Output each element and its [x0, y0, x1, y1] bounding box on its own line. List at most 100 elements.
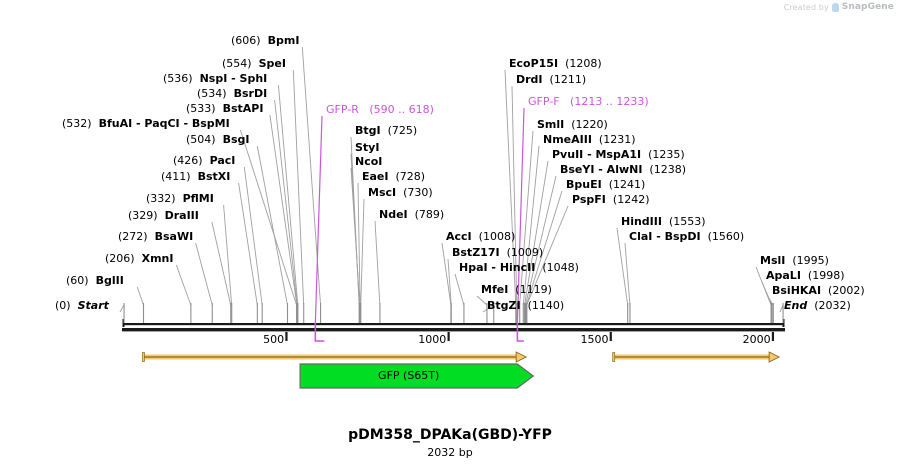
primer-label-gfp-r[interactable]: GFP-R (590 .. 618): [326, 104, 434, 115]
site-position: (1995): [792, 254, 829, 267]
restriction-site-label-msli[interactable]: MslI (1995): [760, 255, 829, 266]
site-position: (1235): [648, 148, 685, 161]
ruler-tick-label: 1500: [580, 333, 609, 346]
site-position: (1231): [598, 133, 636, 146]
restriction-site-label-ecop15i[interactable]: EcoP15I (1208): [509, 58, 602, 69]
site-position: (554): [222, 57, 252, 70]
site-tick-bsihkai: [772, 303, 774, 323]
restriction-site-label-spei[interactable]: (554) SpeI: [222, 58, 286, 69]
restriction-site-label-styi[interactable]: StyI: [355, 142, 379, 153]
restriction-site-label-hpai[interactable]: HpaI - HincII (1048): [459, 262, 579, 273]
primer-name: GFP-F: [528, 95, 560, 108]
leader-line-clai: [624, 242, 631, 306]
ruler-tick-label: 2000: [742, 333, 771, 346]
site-name: MslI: [760, 254, 786, 267]
restriction-site-label-ncoi[interactable]: NcoI: [355, 156, 382, 167]
watermark-prefix: Created by: [783, 2, 829, 12]
orf-arrow-head: [515, 351, 528, 363]
leader-line-btgzi: [482, 304, 494, 313]
leader-line-bsgi: [256, 145, 288, 306]
site-name: BsrDI: [233, 87, 268, 100]
restriction-site-label-xmni[interactable]: (206) XmnI: [105, 253, 173, 264]
restriction-site-label-bsihkai[interactable]: BsiHKAI (2002): [772, 285, 865, 296]
site-tick-bpmi: [320, 303, 322, 323]
restriction-site-label-eaei[interactable]: EaeI (728): [362, 171, 425, 182]
site-name: BpuEI: [566, 178, 602, 191]
leader-line-bsrdi: [274, 99, 298, 306]
watermark-brand: SnapGene: [841, 2, 894, 12]
site-name: StyI: [355, 141, 380, 154]
restriction-site-label-bsrdi[interactable]: (534) BsrDI: [197, 88, 267, 99]
site-tick-bglii: [142, 303, 145, 323]
site-position: (411): [161, 170, 191, 183]
primer-leader-gfp-f: [516, 107, 525, 324]
restriction-site-label-bsawi[interactable]: (272) BsaWI: [118, 231, 193, 242]
restriction-site-label-bseyi[interactable]: BseYI - AlwNI (1238): [560, 164, 686, 175]
leader-line-bpuei: [526, 190, 563, 306]
leader-line-msci: [360, 198, 365, 306]
restriction-site-label-mfei[interactable]: MfeI (1119): [481, 284, 552, 295]
page-title: pDM358_DPAKa(GBD)-YFP: [348, 427, 552, 443]
restriction-site-label-nmeaiii[interactable]: NmeAIII (1231): [543, 134, 636, 145]
restriction-site-label-ndei[interactable]: NdeI (789): [379, 209, 444, 220]
site-tick-bstxi: [256, 303, 258, 323]
site-name: BglII: [95, 274, 124, 287]
primer-label-gfp-f[interactable]: GFP-F (1213 .. 1233): [528, 96, 649, 107]
restriction-site-label-pvuii[interactable]: PvuII - MspA1I (1235): [552, 149, 685, 160]
site-tick-ndei: [379, 303, 381, 323]
site-name: MfeI: [481, 283, 509, 296]
site-position: (1560): [707, 230, 745, 243]
restriction-site-label-btgi[interactable]: BtgI (725): [355, 125, 417, 136]
restriction-site-label-bstxi[interactable]: (411) BstXI: [161, 171, 230, 182]
site-name: BstZ17I: [452, 246, 500, 259]
restriction-site-label-bpuei[interactable]: BpuEI (1241): [566, 179, 645, 190]
leader-line-spei: [292, 69, 305, 306]
site-name: HpaI - HincII: [459, 261, 536, 274]
site-name: BsaWI: [154, 230, 194, 243]
restriction-site-label-start[interactable]: (0) Start: [55, 300, 109, 311]
restriction-site-label-pflmi[interactable]: (332) PflMI: [146, 193, 214, 204]
restriction-site-label-hindiii[interactable]: HindIII (1553): [621, 216, 706, 227]
restriction-site-label-bstz17i[interactable]: BstZ17I (1009): [452, 247, 543, 258]
site-position: (1242): [612, 193, 650, 206]
site-position: (1008): [478, 230, 516, 243]
restriction-site-label-bsgi[interactable]: (504) BsgI: [186, 134, 250, 145]
restriction-site-label-bglii[interactable]: (60) BglII: [66, 275, 124, 286]
site-position: (0): [55, 299, 71, 312]
site-position: (1241): [608, 178, 646, 191]
site-position: (1553): [668, 215, 706, 228]
site-name: BfuAI - PaqCI - BspMI: [98, 117, 230, 130]
restriction-site-label-apali[interactable]: ApaLI (1998): [766, 270, 845, 281]
restriction-site-label-clai[interactable]: ClaI - BspDI (1560): [629, 231, 744, 242]
restriction-site-label-acci[interactable]: AccI (1008): [446, 231, 515, 242]
feature-arrow-gfp[interactable]: [299, 363, 535, 389]
leader-line-nspi: [277, 84, 299, 306]
site-tick-nspi: [297, 303, 299, 323]
restriction-site-label-drdi[interactable]: DrdI (1211): [516, 74, 586, 85]
restriction-site-label-smli[interactable]: SmlI (1220): [537, 119, 608, 130]
leader-line-paci: [243, 166, 263, 306]
site-name: BtgZI: [487, 299, 521, 312]
site-tick-xmni: [190, 303, 192, 323]
restriction-site-label-btgzi[interactable]: BtgZI (1140): [487, 300, 564, 311]
restriction-site-label-end[interactable]: End (2032): [784, 300, 851, 311]
restriction-site-label-pspfi[interactable]: PspFI (1242): [572, 194, 649, 205]
site-position: (1140): [527, 299, 565, 312]
restriction-site-label-bpmi[interactable]: (606) BpmI: [231, 35, 299, 46]
site-position: (1998): [807, 269, 845, 282]
restriction-site-label-bfuai[interactable]: (532) BfuAI - PaqCI - BspMI: [62, 118, 230, 129]
backbone-line-top: [124, 323, 783, 326]
site-position: (606): [231, 34, 261, 47]
restriction-site-label-msci[interactable]: MscI (730): [368, 187, 433, 198]
restriction-site-label-nspi[interactable]: (536) NspI - SphI: [163, 73, 267, 84]
primer-gfp-r[interactable]: [314, 323, 325, 342]
site-position: (2002): [828, 284, 865, 297]
restriction-site-label-bstapi[interactable]: (533) BstAPI: [186, 103, 263, 114]
leader-line-nmeaiii: [522, 145, 540, 306]
restriction-site-label-paci[interactable]: (426) PacI: [173, 155, 235, 166]
restriction-site-label-draiii[interactable]: (329) DraIII: [128, 210, 199, 221]
primer-gfp-f[interactable]: [516, 323, 524, 342]
site-name: SpeI: [258, 57, 286, 70]
leader-line-smli: [519, 130, 534, 306]
